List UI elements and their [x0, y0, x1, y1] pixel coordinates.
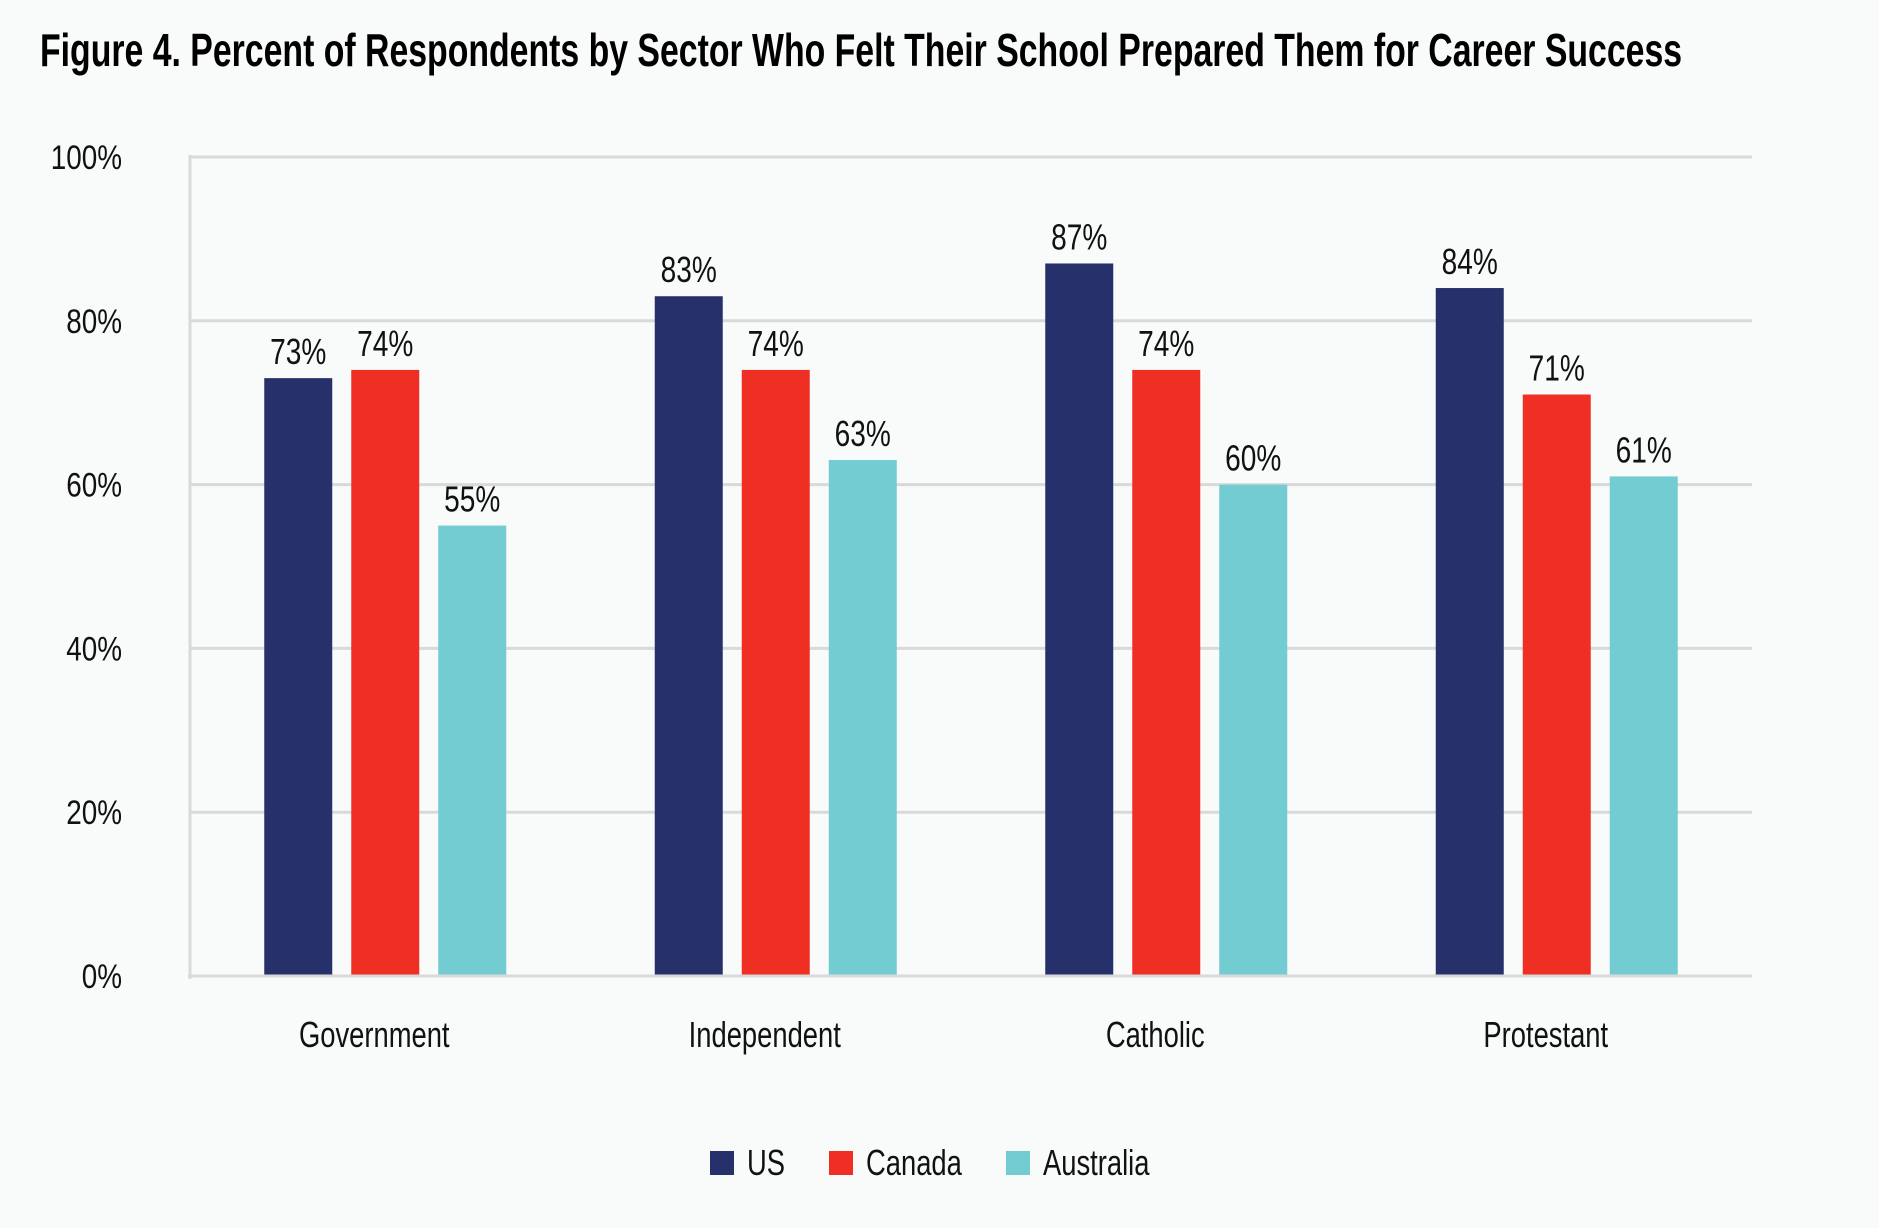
legend-swatch-icon	[828, 1151, 853, 1175]
data-label: 63%	[835, 414, 891, 454]
y-tick-label: 60%	[66, 466, 122, 504]
bar-canada-government	[351, 369, 420, 975]
chart-title: Figure 4. Percent of Respondents by Sect…	[40, 24, 1683, 76]
bar-australia-independent	[828, 460, 897, 975]
legend: US Canada Australia	[0, 1143, 1869, 1183]
data-label: 87%	[1051, 217, 1107, 257]
data-labels: 73% 74% 55% 83% 74% 63% 87% 74% 60% 84% 71% 61%	[270, 217, 1672, 519]
bars	[264, 263, 1678, 975]
data-label: 71%	[1529, 348, 1585, 388]
bar-us-protestant	[1435, 288, 1504, 975]
legend-item-us: US	[709, 1142, 785, 1183]
bar-australia-protestant	[1609, 476, 1678, 975]
x-category-label: Protestant	[1483, 1014, 1608, 1055]
legend-item-canada: Canada	[828, 1142, 962, 1183]
legend-item-australia: Australia	[1005, 1142, 1150, 1183]
data-label: 60%	[1225, 438, 1281, 478]
y-tick-label: 40%	[66, 630, 122, 668]
legend-swatch-icon	[709, 1151, 734, 1175]
bar-australia-government	[438, 525, 507, 975]
data-label: 55%	[444, 479, 500, 519]
x-category-label: Catholic	[1106, 1014, 1205, 1055]
bar-us-independent	[654, 296, 723, 975]
legend-label: Canada	[865, 1142, 962, 1183]
x-category-label: Independent	[689, 1014, 841, 1055]
data-label: 73%	[270, 332, 326, 372]
y-tick-label: 100%	[51, 138, 122, 176]
legend-swatch-icon	[1005, 1151, 1030, 1175]
data-label: 83%	[661, 250, 717, 290]
data-label: 74%	[1138, 324, 1194, 364]
y-tick-label: 0%	[82, 957, 122, 995]
bar-canada-independent	[741, 369, 810, 975]
data-label: 61%	[1616, 430, 1672, 470]
y-tick-label: 20%	[66, 794, 122, 832]
axes	[188, 155, 1752, 979]
gridlines	[190, 155, 1752, 814]
bar-canada-catholic	[1132, 369, 1201, 975]
bar-canada-protestant	[1522, 394, 1591, 975]
x-category-label: Government	[299, 1014, 450, 1055]
bar-us-catholic	[1045, 263, 1114, 975]
legend-label: Australia	[1042, 1142, 1150, 1183]
y-axis-ticks: 0% 20% 40% 60% 80% 100%	[51, 138, 122, 995]
x-axis-categories: Government Independent Catholic Protestant	[299, 1014, 1608, 1055]
bar-australia-catholic	[1219, 484, 1288, 975]
data-label: 74%	[748, 324, 804, 364]
data-label: 74%	[357, 324, 413, 364]
legend-label: US	[746, 1142, 785, 1183]
y-tick-label: 80%	[66, 302, 122, 340]
data-label: 84%	[1442, 242, 1498, 282]
bar-us-government	[264, 378, 333, 975]
